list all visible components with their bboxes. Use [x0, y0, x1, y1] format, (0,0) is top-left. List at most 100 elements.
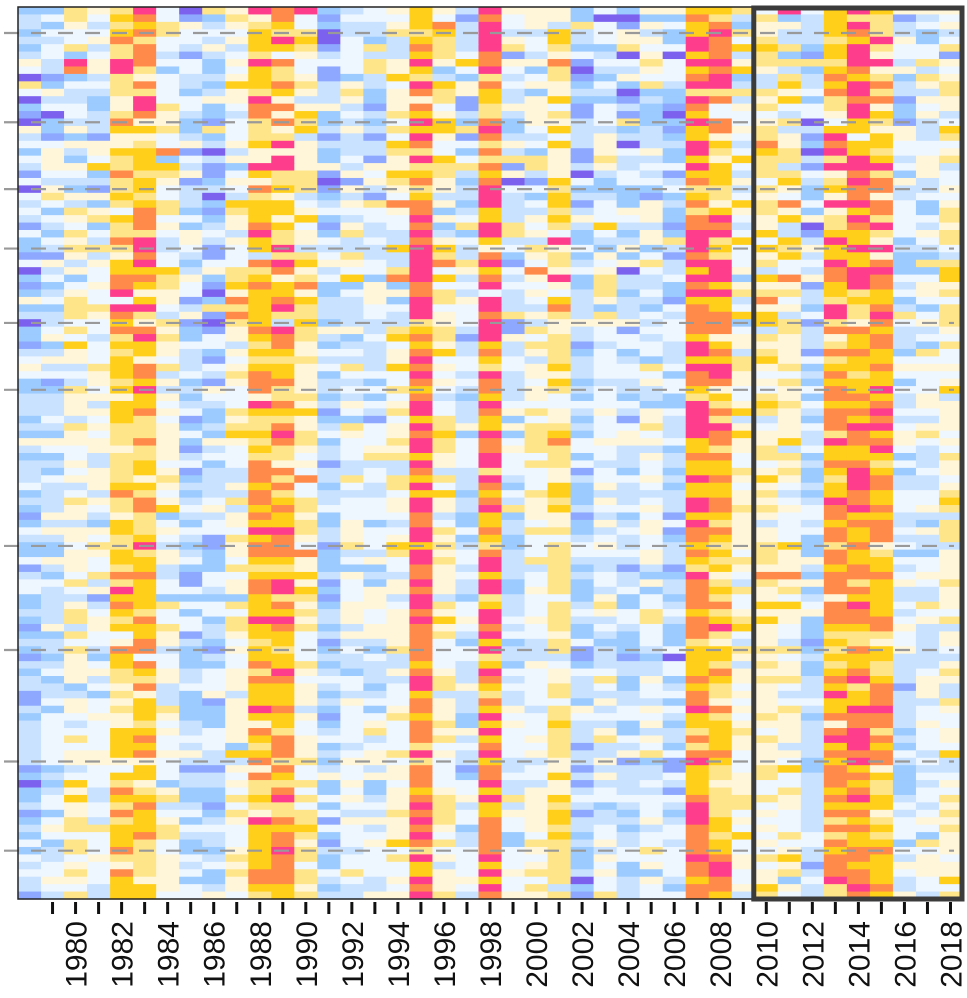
heatmap-cell: [133, 527, 157, 536]
heatmap-cell: [202, 557, 226, 566]
heatmap-cell: [432, 638, 457, 647]
heatmap-cell: [800, 341, 825, 350]
heatmap-cell: [708, 876, 733, 885]
heatmap-cell: [294, 400, 318, 409]
heatmap-cell: [294, 155, 318, 164]
heatmap-cell: [156, 356, 180, 365]
heatmap-cell: [363, 772, 387, 781]
heatmap-cell: [87, 809, 111, 818]
heatmap-cell: [432, 304, 457, 313]
heatmap-cell: [225, 832, 249, 841]
heatmap-cell: [892, 631, 917, 640]
heatmap-cell: [363, 765, 387, 774]
heatmap-cell: [685, 676, 710, 685]
heatmap-cell: [915, 824, 940, 833]
heatmap-cell: [179, 765, 203, 774]
heatmap-cell: [455, 490, 480, 499]
heatmap-cell: [915, 720, 940, 729]
heatmap-cell: [156, 14, 180, 23]
heatmap-cell: [869, 363, 894, 372]
heatmap-cell: [64, 571, 88, 580]
heatmap-cell: [202, 140, 226, 149]
heatmap-cell: [731, 861, 756, 870]
heatmap-cell: [340, 148, 364, 157]
heatmap-cell: [547, 237, 572, 246]
heatmap-cell: [639, 534, 664, 543]
heatmap-cell: [800, 415, 825, 424]
heatmap-cell: [547, 415, 572, 424]
heatmap-cell: [317, 133, 341, 142]
heatmap-cell: [869, 698, 894, 707]
heatmap-cell: [616, 638, 641, 647]
heatmap-cell: [386, 185, 411, 194]
heatmap-cell: [156, 348, 180, 357]
heatmap-cell: [731, 765, 756, 774]
heatmap-cell: [501, 296, 526, 305]
heatmap-cell: [87, 103, 111, 112]
heatmap-cell: [432, 192, 457, 201]
heatmap-cell: [202, 59, 226, 68]
heatmap-cell: [41, 713, 65, 722]
heatmap-cell: [846, 876, 871, 885]
heatmap-cell: [340, 579, 364, 588]
heatmap-cell: [294, 36, 318, 45]
heatmap-cell: [800, 720, 825, 729]
heatmap-cell: [363, 668, 387, 677]
heatmap-cell: [41, 601, 65, 610]
heatmap-cell: [662, 690, 687, 699]
heatmap-cell: [639, 698, 664, 707]
heatmap-cell: [869, 296, 894, 305]
heatmap-cell: [179, 802, 203, 811]
heatmap-cell: [915, 460, 940, 469]
heatmap-cell: [639, 319, 664, 328]
heatmap-cell: [501, 192, 526, 201]
heatmap-cell: [662, 438, 687, 447]
heatmap-cell: [915, 586, 940, 595]
heatmap-cell: [202, 809, 226, 818]
heatmap-cell: [823, 609, 848, 618]
heatmap-cell: [87, 155, 111, 164]
heatmap-cell: [524, 215, 549, 224]
heatmap-cell: [777, 155, 802, 164]
heatmap-cell: [133, 735, 157, 744]
heatmap-cell: [846, 757, 871, 766]
heatmap-cell: [202, 638, 226, 647]
heatmap-cell: [662, 88, 687, 97]
heatmap-cell: [616, 393, 641, 402]
heatmap-cell: [685, 341, 710, 350]
heatmap-cell: [685, 222, 710, 231]
heatmap-cell: [455, 163, 480, 172]
heatmap-cell: [64, 81, 88, 90]
heatmap-cell: [18, 170, 42, 179]
heatmap-cell: [202, 549, 226, 558]
heatmap-cell: [363, 140, 387, 149]
heatmap-cell: [179, 103, 203, 112]
heatmap-cell: [432, 430, 457, 439]
heatmap-cell: [386, 267, 411, 276]
heatmap-cell: [317, 817, 341, 826]
heatmap-cell: [593, 750, 618, 759]
heatmap-cell: [156, 772, 180, 781]
heatmap-cell: [294, 267, 318, 276]
heatmap-cell: [547, 542, 572, 551]
heatmap-cell: [455, 282, 480, 291]
heatmap-cell: [271, 125, 295, 134]
heatmap-cell: [501, 564, 526, 573]
heatmap-cell: [179, 7, 203, 16]
heatmap-cell: [639, 824, 664, 833]
heatmap-cell: [363, 475, 387, 484]
heatmap-cell: [133, 876, 157, 885]
heatmap-cell: [593, 780, 618, 789]
heatmap-cell: [202, 527, 226, 536]
heatmap-cell: [892, 96, 917, 105]
heatmap-cell: [823, 586, 848, 595]
heatmap-cell: [754, 809, 779, 818]
heatmap-cell: [593, 505, 618, 514]
heatmap-cell: [294, 839, 318, 848]
heatmap-cell: [846, 638, 871, 647]
heatmap-cell: [248, 371, 272, 380]
heatmap-cell: [409, 765, 434, 774]
heatmap-cell: [248, 289, 272, 298]
heatmap-cell: [87, 430, 111, 439]
heatmap-cell: [179, 571, 203, 580]
